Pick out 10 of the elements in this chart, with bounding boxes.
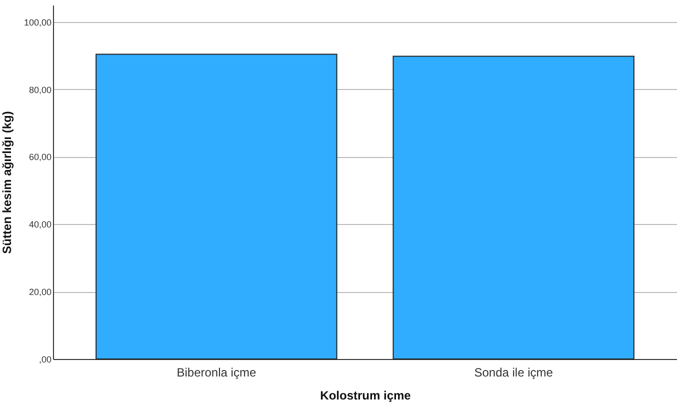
x-axis-title: Kolostrum içme [320,388,412,402]
y-tick-label: 80,00 [28,84,52,95]
y-tick-label: 40,00 [28,220,52,230]
y-axis-title: Sütten kesim ağırlığı (kg) [0,111,14,254]
y-tick-label: 100,00 [24,17,52,28]
y-tick-label: 60,00 [28,152,52,162]
x-tick-label: Sonda ile içme [474,366,554,380]
y-tick-label: 20,00 [28,287,52,298]
x-tick-label: Biberonla içme [176,366,256,380]
y-tick-label: ,00 [38,354,52,364]
